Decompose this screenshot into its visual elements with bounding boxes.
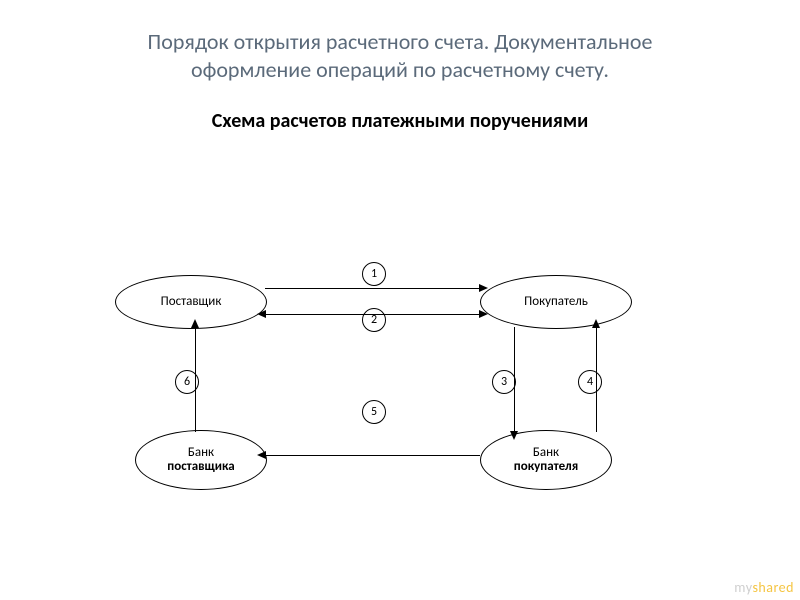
step-label-2: 2 bbox=[362, 308, 386, 332]
arrow-head bbox=[479, 284, 488, 292]
arrow-head bbox=[592, 319, 600, 328]
watermark-suffix: shared bbox=[752, 579, 794, 596]
edge-e6 bbox=[195, 327, 196, 432]
arrow-head bbox=[257, 310, 266, 318]
edge-e1 bbox=[265, 288, 480, 289]
edge-e3 bbox=[514, 327, 515, 432]
arrow-head bbox=[191, 319, 199, 328]
node-supplier: Поставщик bbox=[115, 275, 267, 329]
step-label-5: 5 bbox=[362, 400, 386, 424]
node-label: Банк bbox=[533, 446, 559, 460]
edge-e4 bbox=[596, 327, 597, 432]
title-line-1: Порядок открытия расчетного счета. Докум… bbox=[0, 28, 800, 56]
watermark: myshared bbox=[734, 579, 794, 596]
node-sublabel: поставщика bbox=[167, 460, 234, 474]
arrow-head bbox=[510, 431, 518, 440]
node-buyer: Покупатель bbox=[480, 275, 632, 329]
flowchart-diagram: ПоставщикПокупательБанкпоставщикаБанкпок… bbox=[0, 0, 800, 600]
node-label: Поставщик bbox=[161, 295, 222, 309]
page-title: Порядок открытия расчетного счета. Докум… bbox=[0, 0, 800, 83]
edge-e5 bbox=[265, 455, 480, 456]
step-label-6: 6 bbox=[175, 370, 199, 394]
title-line-2: оформление операций по расчетному счету. bbox=[0, 56, 800, 84]
node-label: Банк bbox=[188, 446, 214, 460]
page-subtitle: Схема расчетов платежными поручениями bbox=[0, 109, 800, 133]
node-bank_supplier: Банкпоставщика bbox=[135, 430, 267, 490]
step-label-3: 3 bbox=[492, 370, 516, 394]
arrow-head bbox=[479, 310, 488, 318]
node-bank_buyer: Банкпокупателя bbox=[480, 430, 612, 490]
step-label-1: 1 bbox=[362, 262, 386, 286]
edge-e2 bbox=[265, 314, 480, 315]
node-sublabel: покупателя bbox=[514, 460, 578, 474]
arrow-head bbox=[257, 451, 266, 459]
watermark-prefix: my bbox=[734, 579, 752, 596]
step-label-4: 4 bbox=[578, 370, 602, 394]
node-label: Покупатель bbox=[524, 295, 588, 309]
